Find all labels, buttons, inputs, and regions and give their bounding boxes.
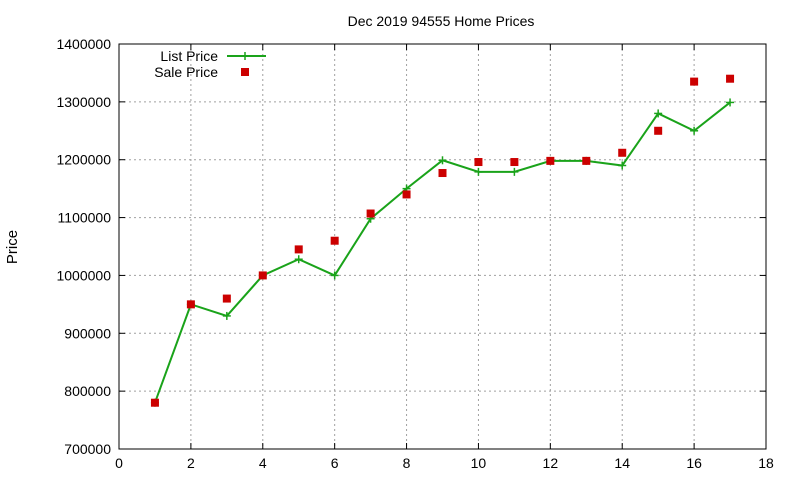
y-tick-label: 1400000 — [56, 36, 111, 52]
y-axis-label: Price — [4, 230, 21, 264]
x-tick-label: 8 — [403, 455, 411, 471]
y-tick-label: 1000000 — [56, 267, 111, 283]
sale-price-point — [510, 158, 519, 167]
x-tick-label: 0 — [115, 455, 123, 471]
sale-price-point — [618, 148, 627, 157]
x-tick-label: 12 — [543, 455, 559, 471]
sale-price-point — [366, 209, 375, 218]
tick-labels: 0 2 4 6 8 10 12 14 16 18 700000 800000 900000 1000000… — [56, 36, 774, 471]
legend-label-sale-price: Sale Price — [154, 64, 218, 80]
chart-title: Dec 2019 94555 Home Prices — [348, 13, 535, 29]
list-price-point — [330, 271, 339, 280]
x-tick-label: 14 — [614, 455, 630, 471]
x-tick-label: 16 — [686, 455, 702, 471]
y-tick-label: 800000 — [64, 383, 111, 399]
y-tick-label: 700000 — [64, 441, 111, 457]
list-price-point — [690, 126, 699, 135]
plot-border — [118, 43, 767, 450]
list-price-point — [474, 167, 483, 176]
sale-price-point — [654, 126, 663, 135]
sale-price-point — [690, 77, 699, 86]
list-price-line — [154, 101, 731, 404]
grid — [119, 44, 766, 449]
legend-label-list-price: List Price — [160, 48, 218, 64]
sale-price-point — [726, 74, 735, 83]
sale-price-point — [294, 245, 303, 254]
sale-price-point — [438, 169, 447, 178]
x-tick-label: 6 — [331, 455, 339, 471]
y-tick-label: 1100000 — [58, 210, 112, 226]
list-price-point — [438, 156, 447, 165]
sale-price-point — [474, 158, 483, 167]
sale-price-point — [546, 156, 555, 165]
sale-price-point — [186, 300, 195, 309]
y-tick-label: 1200000 — [56, 152, 111, 168]
sale-price-point — [222, 294, 231, 303]
sale-price-point — [330, 236, 339, 245]
sale-price-point — [150, 398, 159, 407]
x-tick-label: 4 — [259, 455, 267, 471]
list-price-point — [222, 311, 231, 320]
axes — [118, 43, 767, 450]
legend-marker-list-price — [241, 52, 249, 60]
list-price-point — [294, 255, 303, 264]
y-tick-label: 1300000 — [56, 94, 111, 110]
x-tick-label: 18 — [758, 455, 774, 471]
x-tick-label: 10 — [471, 455, 487, 471]
list-price-point — [654, 109, 663, 118]
sale-price-point — [402, 190, 411, 199]
list-price-point — [726, 98, 735, 107]
list-price-point — [618, 161, 627, 170]
sale-price-point — [582, 156, 591, 165]
list-price-point — [510, 167, 519, 176]
sale-price-point — [258, 271, 267, 280]
series-layer — [150, 74, 735, 407]
x-tick-label: 2 — [187, 455, 195, 471]
y-tick-label: 900000 — [64, 325, 111, 341]
legend-marker-sale-price — [241, 68, 249, 76]
